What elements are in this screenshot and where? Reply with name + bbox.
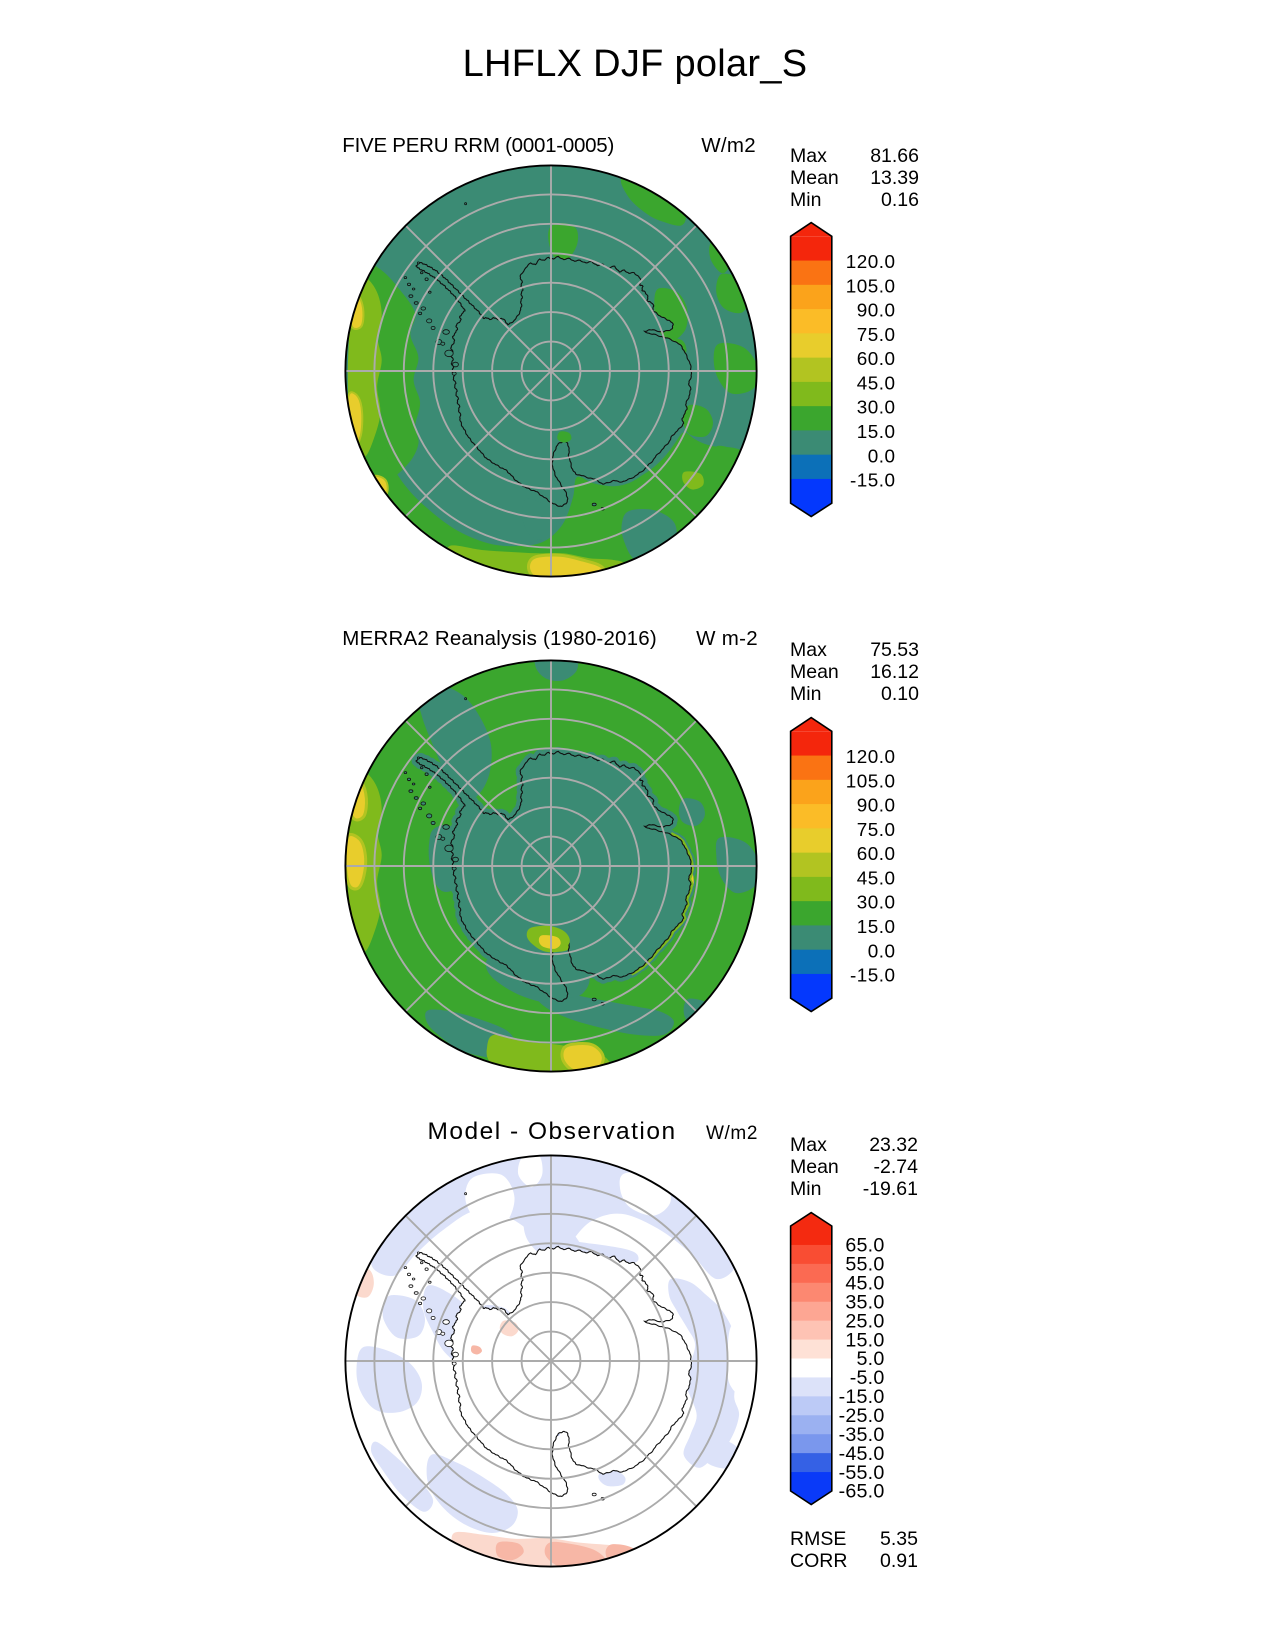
- svg-text:0.0: 0.0: [868, 941, 896, 962]
- svg-text:-15.0: -15.0: [839, 1386, 885, 1408]
- svg-text:-25.0: -25.0: [839, 1405, 885, 1427]
- svg-text:-55.0: -55.0: [839, 1462, 885, 1484]
- svg-text:65.0: 65.0: [845, 1235, 884, 1257]
- svg-text:-65.0: -65.0: [839, 1481, 885, 1503]
- svg-text:-15.0: -15.0: [850, 966, 896, 987]
- svg-text:45.0: 45.0: [857, 374, 896, 395]
- svg-text:30.0: 30.0: [857, 893, 896, 914]
- svg-text:-45.0: -45.0: [839, 1443, 885, 1465]
- svg-text:15.0: 15.0: [857, 422, 896, 443]
- svg-text:30.0: 30.0: [857, 398, 896, 419]
- svg-text:75.0: 75.0: [857, 820, 896, 841]
- svg-text:55.0: 55.0: [845, 1254, 884, 1276]
- svg-text:105.0: 105.0: [846, 276, 896, 297]
- svg-text:90.0: 90.0: [857, 301, 896, 322]
- svg-text:-35.0: -35.0: [839, 1424, 885, 1446]
- svg-text:15.0: 15.0: [857, 917, 896, 938]
- svg-text:120.0: 120.0: [846, 747, 896, 768]
- svg-text:45.0: 45.0: [845, 1273, 884, 1295]
- svg-text:45.0: 45.0: [857, 869, 896, 890]
- svg-text:-15.0: -15.0: [850, 471, 896, 492]
- svg-text:90.0: 90.0: [857, 796, 896, 817]
- svg-text:60.0: 60.0: [857, 844, 896, 865]
- svg-text:5.0: 5.0: [857, 1348, 885, 1370]
- svg-text:105.0: 105.0: [846, 771, 896, 792]
- svg-text:60.0: 60.0: [857, 349, 896, 370]
- svg-text:25.0: 25.0: [845, 1310, 884, 1332]
- svg-text:120.0: 120.0: [846, 252, 896, 273]
- svg-text:15.0: 15.0: [845, 1329, 884, 1351]
- svg-text:-5.0: -5.0: [850, 1367, 885, 1389]
- svg-text:0.0: 0.0: [868, 446, 896, 467]
- svg-text:35.0: 35.0: [845, 1291, 884, 1313]
- svg-text:75.0: 75.0: [857, 325, 896, 346]
